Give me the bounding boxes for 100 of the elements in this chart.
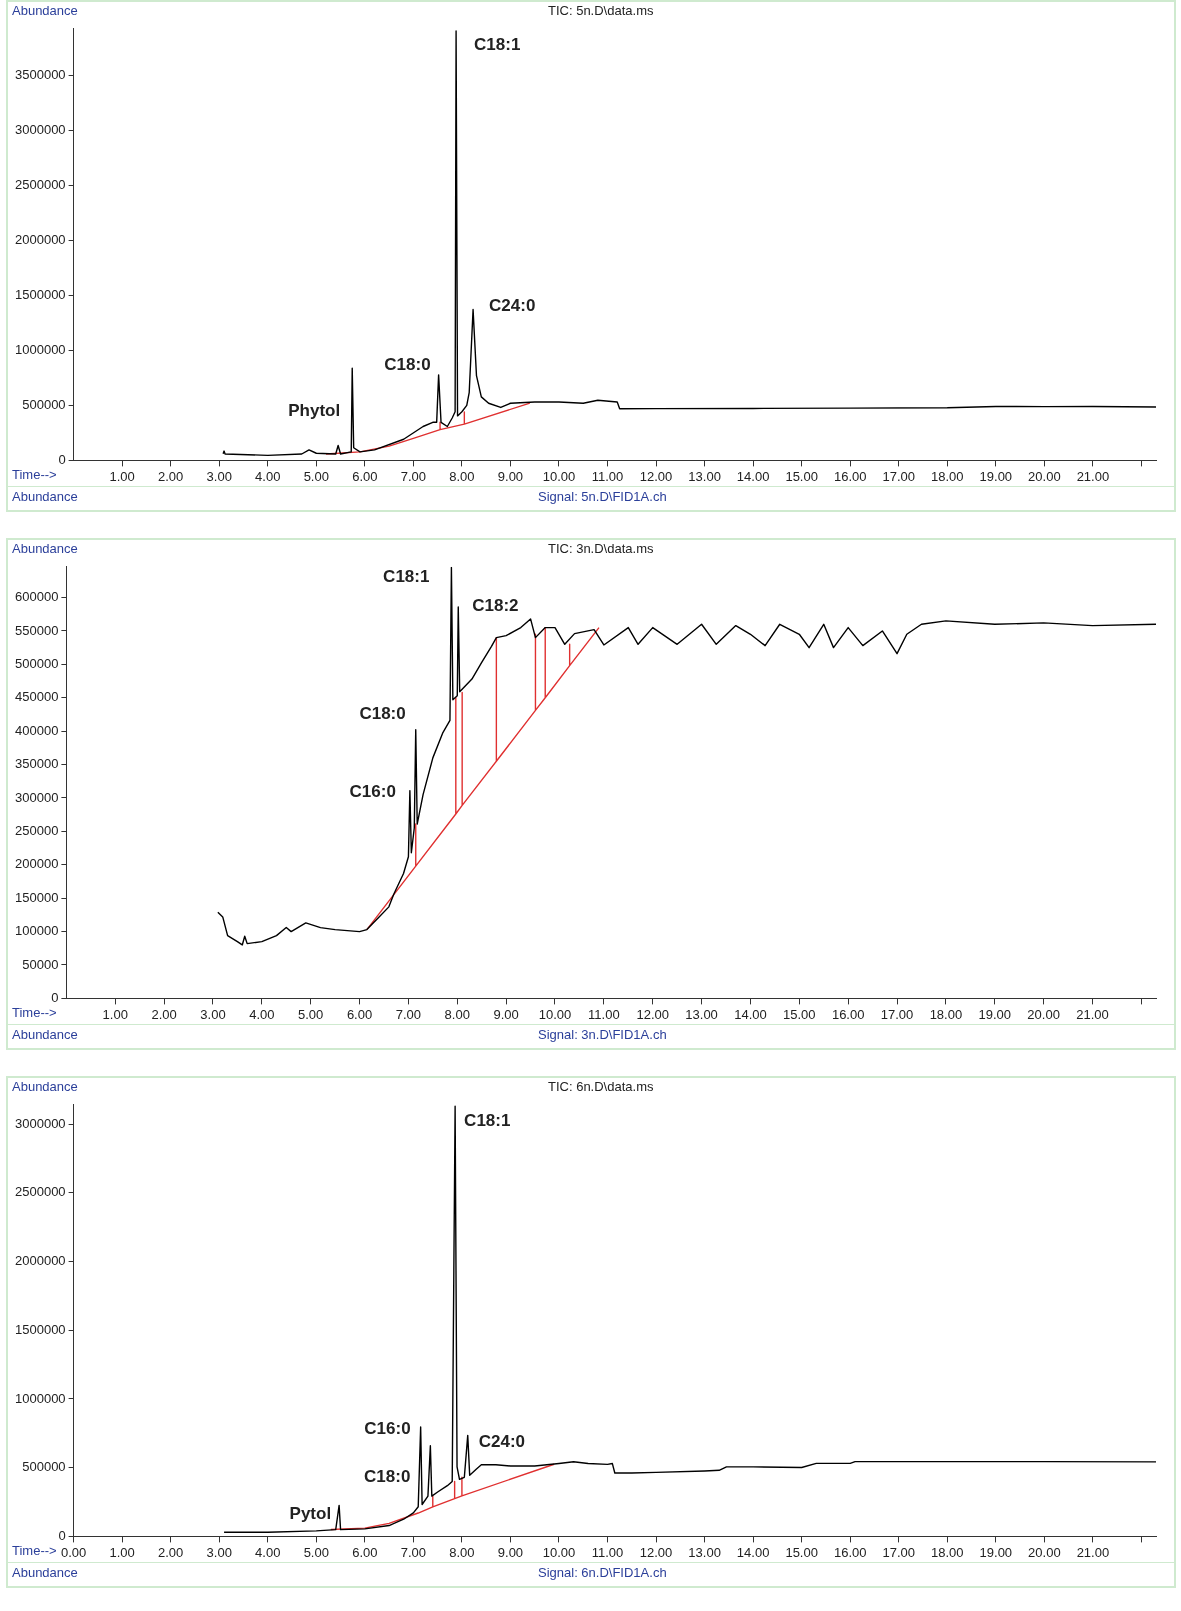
x-tick-label: 18.00 [931,468,964,484]
x-tick-label: 2.00 [151,1006,177,1022]
x-tick-label: 5.00 [298,1006,324,1022]
x-tick-label: 5.00 [303,1544,329,1560]
x-tick-label: 19.00 [979,468,1013,484]
y-tick-label: 1000000 [14,341,66,357]
x-tick-label: 2.00 [158,1544,184,1560]
text: Abundance [12,1027,78,1042]
y-tick-label: 250000 [14,822,59,838]
annotation: Phytol [288,400,341,420]
x-tick-label: 10.00 [538,1006,572,1022]
y-tick-label: 2500000 [14,1184,66,1200]
x-axis-title: Time--> [12,1005,57,1020]
annotation: C18:1 [464,1110,511,1130]
y-axis-title: Abundance [12,541,78,556]
x-tick-label: 4.00 [249,1006,275,1022]
y-tick-label: 3000000 [14,1115,66,1131]
y-tick-label: 300000 [14,789,59,805]
x-tick-label: 6.00 [346,1006,373,1022]
chart-title: TIC: 5n.D\data.ms [548,3,654,18]
chart-title: TIC: 6n.D\data.ms [548,1079,654,1094]
x-tick-label: 0.00 [60,1544,87,1560]
x-tick-label: 19.00 [979,1544,1013,1560]
y-tick-label: 500000 [22,1459,66,1475]
x-tick-label: 18.00 [931,1544,964,1560]
x-tick-label: 3.00 [200,1006,226,1022]
x-tick-label: 3.00 [206,468,232,484]
x-tick-label: 11.00 [591,1544,624,1560]
y-axis-title: Abundance [12,1079,78,1094]
x-tick-label: 12.00 [639,468,673,484]
x-tick-label: 21.00 [1076,1544,1110,1560]
y-tick-label: 450000 [14,689,59,705]
x-tick-label: 20.00 [1028,468,1061,484]
y-tick-label: 3500000 [14,66,66,82]
x-tick-label: 10.00 [542,468,576,484]
annotation: C18:1 [383,567,430,587]
y-axis-title: Abundance [12,3,78,18]
x-tick-label: 13.00 [688,1544,721,1560]
x-tick-label: 16.00 [833,468,867,484]
y-tick-label: 500000 [22,396,66,412]
x-tick-label: 21.00 [1076,1006,1109,1022]
x-tick-label: 7.00 [395,1006,422,1022]
annotation: C18:0 [359,703,406,723]
chart-title: TIC: 3n.D\data.ms [548,541,654,556]
y-tick-label: 0 [58,1527,66,1543]
x-tick-label: 1.00 [102,1006,128,1022]
x-tick-label: 17.00 [880,1006,914,1022]
x-tick-label: 1.00 [109,468,135,484]
x-tick-label: 15.00 [783,1006,816,1022]
x-tick-label: 5.00 [303,468,329,484]
x-tick-label: 4.00 [255,1544,281,1560]
text: Signal: 5n.D\FID1A.ch [538,489,667,504]
x-tick-label: 1.00 [109,1544,135,1560]
y-tick-label: 3000000 [14,121,66,137]
annotation: C24:0 [489,296,536,316]
x-tick-label: 8.00 [444,1006,470,1022]
x-tick-label: 17.00 [882,468,916,484]
x-tick-label: 10.00 [542,1544,576,1560]
y-tick-label: 400000 [14,722,59,738]
x-tick-label: 20.00 [1027,1006,1060,1022]
y-tick-label: 2000000 [14,1253,66,1269]
x-tick-label: 19.00 [978,1006,1012,1022]
y-tick-label: 0 [51,989,59,1005]
y-tick-label: 50000 [22,956,59,972]
annotation: C18:0 [364,1466,411,1486]
y-tick-label: 600000 [14,589,59,605]
x-tick-label: 4.00 [255,468,281,484]
y-tick-label: 1500000 [14,286,66,302]
text: Signal: 6n.D\FID1A.ch [538,1565,667,1580]
y-tick-label: 0 [58,451,66,467]
x-tick-label: 11.00 [591,468,624,484]
text: Abundance [12,1565,78,1580]
annotation: C16:0 [364,1418,411,1438]
y-tick-label: 2500000 [14,176,66,192]
x-tick-label: 16.00 [831,1006,865,1022]
y-tick-label: 100000 [14,923,59,939]
x-tick-label: 14.00 [736,1544,770,1560]
x-tick-label: 12.00 [639,1544,673,1560]
x-tick-label: 8.00 [449,468,475,484]
y-tick-label: 200000 [14,856,59,872]
x-tick-label: 3.00 [206,1544,232,1560]
x-tick-label: 14.00 [734,1006,767,1022]
x-tick-label: 21.00 [1076,468,1110,484]
annotation: C16:0 [349,782,396,802]
x-tick-label: 11.00 [588,1006,620,1022]
annotation: C18:1 [474,34,521,54]
y-tick-label: 1000000 [14,1390,66,1406]
text: Abundance [12,489,78,504]
x-tick-label: 9.00 [497,468,524,484]
x-tick-label: 9.00 [493,1006,519,1022]
x-tick-label: 13.00 [685,1006,718,1022]
y-tick-label: 500000 [14,655,59,671]
y-tick-label: 2000000 [14,231,66,247]
annotation: C24:0 [478,1432,526,1452]
annotation: C18:0 [384,354,431,374]
x-tick-label: 15.00 [785,1544,818,1560]
x-tick-label: 12.00 [636,1006,669,1022]
x-tick-label: 20.00 [1028,1544,1061,1560]
y-tick-label: 150000 [14,889,59,905]
text: Signal: 3n.D\FID1A.ch [538,1027,667,1042]
